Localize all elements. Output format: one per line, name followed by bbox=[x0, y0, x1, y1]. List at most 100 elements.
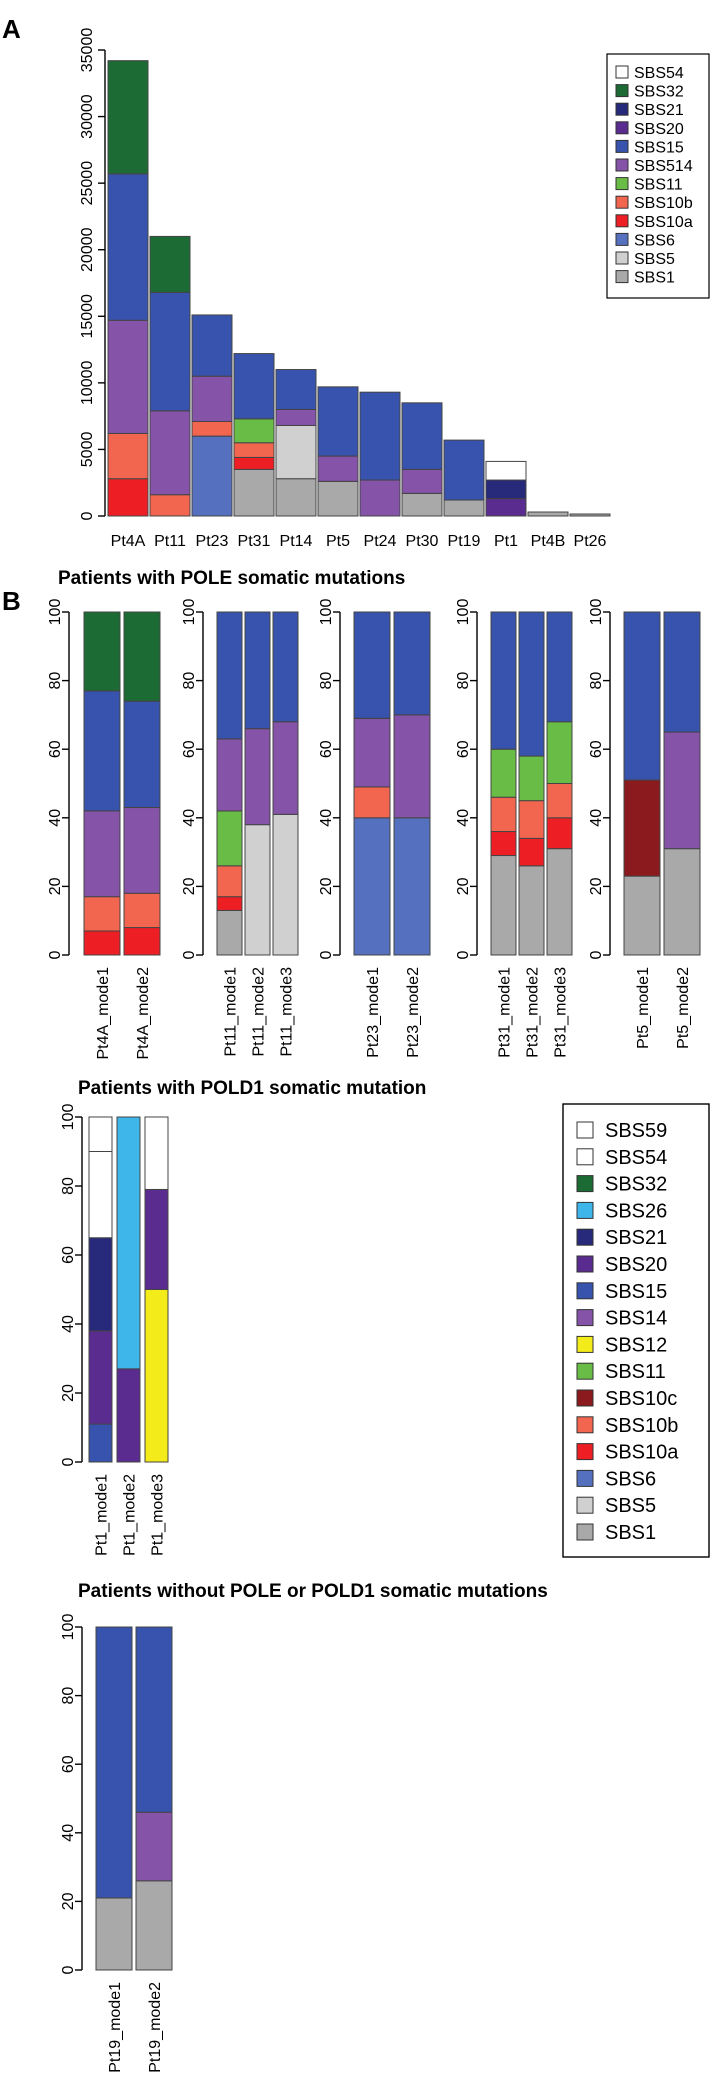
y-tick-label: 15000 bbox=[79, 294, 96, 339]
legend-swatch-sbs5 bbox=[615, 251, 629, 265]
category-label: Pt31_mode2 bbox=[525, 967, 542, 1058]
y-tick-label: 0 bbox=[181, 950, 198, 959]
legend-swatch-sbs21 bbox=[576, 1228, 594, 1246]
legend-swatch-sbs11 bbox=[615, 177, 629, 191]
category-label: Pt31_mode1 bbox=[497, 967, 514, 1058]
y-tick-label: 40 bbox=[60, 1824, 77, 1842]
legend-label: SBS10b bbox=[634, 195, 693, 212]
legend-label: SBS5 bbox=[634, 251, 675, 268]
bar-segment-pt23-mode1-sbs6 bbox=[353, 817, 391, 956]
legend-label: SBS15 bbox=[634, 139, 684, 156]
category-label: Pt11_mode1 bbox=[223, 967, 240, 1057]
bar-segment-pt23-mode2-sbs6 bbox=[393, 817, 431, 956]
bar-segment-pt31-mode2-sbs15 bbox=[518, 611, 545, 757]
bar-segment-pt31-mode2-sbs10a bbox=[518, 837, 545, 867]
y-tick-label: 35000 bbox=[79, 28, 96, 73]
legend-label: SBS10c bbox=[605, 1388, 677, 1410]
bar-segment-pt11-sbs15 bbox=[149, 291, 191, 412]
bar-segment-pt19-mode2-sbs15 bbox=[135, 1626, 173, 1813]
bar-segment-pt4a-mode2-sbs10b bbox=[123, 892, 161, 929]
bar-segment-pt1-mode1-sbs54 bbox=[88, 1151, 113, 1239]
legend-label: SBS10a bbox=[634, 214, 693, 231]
bar-segment-pt1-sbs20 bbox=[485, 498, 527, 517]
y-tick-label: 100 bbox=[318, 599, 335, 626]
legend-swatch-sbs6 bbox=[615, 232, 629, 246]
y-tick-label: 0 bbox=[47, 950, 64, 959]
bar-segment-pt31-sbs15 bbox=[233, 353, 275, 420]
category-label: Pt1_mode3 bbox=[150, 1474, 167, 1556]
y-tick-label: 100 bbox=[60, 1104, 77, 1131]
bar-segment-pt23-mode2-sbs15 bbox=[393, 611, 431, 716]
legend-swatch-sbs14 bbox=[576, 1309, 594, 1327]
bar-segment-pt5-mode2-sbs514 bbox=[663, 731, 701, 850]
category-label: Pt1_mode1 bbox=[94, 1474, 111, 1556]
y-tick-label: 60 bbox=[455, 740, 472, 758]
legend-swatch-sbs59 bbox=[576, 1121, 594, 1139]
legend-swatch-sbs10a bbox=[576, 1443, 594, 1461]
bar-segment-pt24-sbs15 bbox=[359, 391, 401, 481]
legend-label: SBS1 bbox=[605, 1522, 656, 1544]
y-tick-label: 100 bbox=[455, 599, 472, 626]
legend-swatch-sbs10b bbox=[576, 1416, 594, 1434]
legend-label: SBS21 bbox=[605, 1227, 667, 1249]
bar-segment-pt5-mode1-sbs1 bbox=[623, 875, 661, 956]
category-label: Pt19_mode1 bbox=[107, 1982, 124, 2073]
legend-swatch-sbs10c bbox=[576, 1389, 594, 1407]
bar-segment-pt19-sbs15 bbox=[443, 439, 485, 501]
chart-b-pt1: 0 20 40 60 80 100 Pt1_mode1 Pt1_mode2 Pt1_mode3 bbox=[60, 1104, 169, 1556]
y-tick-label: 40 bbox=[588, 809, 605, 827]
bar-segment-pt31-mode2-sbs1 bbox=[518, 865, 545, 956]
bar-segment-pt1-sbs54 bbox=[485, 460, 527, 481]
category-label: Pt5 bbox=[326, 533, 350, 550]
bar-segment-pt23-mode2-sbs514 bbox=[393, 714, 431, 819]
panel-a-letter: A bbox=[2, 14, 21, 44]
legend-label: SBS32 bbox=[605, 1174, 667, 1196]
legend-swatch-sbs12 bbox=[576, 1335, 594, 1353]
category-label: Pt5_mode1 bbox=[635, 967, 652, 1049]
legend-swatch-sbs5 bbox=[576, 1496, 594, 1514]
y-tick-label: 25000 bbox=[79, 161, 96, 206]
bar-segment-pt31-mode1-sbs11 bbox=[490, 748, 517, 798]
bar-segment-pt31-mode1-sbs15 bbox=[490, 611, 517, 750]
bar-segment-pt4a-mode1-sbs32 bbox=[83, 611, 121, 692]
bar-segment-pt19-sbs1 bbox=[443, 499, 485, 517]
bar-segment-pt24-sbs514 bbox=[359, 479, 401, 517]
legend-label: SBS6 bbox=[605, 1468, 656, 1490]
bar-segment-pt4a-mode1-sbs10a bbox=[83, 930, 121, 956]
bar-segment-pt30-sbs1 bbox=[401, 492, 443, 517]
bar-segment-pt31-mode2-sbs11 bbox=[518, 755, 545, 802]
legend-swatch-sbs26 bbox=[576, 1201, 594, 1219]
bar-segment-pt5-mode1-sbs10c bbox=[623, 779, 661, 877]
bar-segment-pt14-sbs5 bbox=[275, 424, 317, 480]
y-tick-label: 80 bbox=[47, 672, 64, 690]
bar-segment-pt11-sbs32 bbox=[149, 235, 191, 293]
bar-segment-pt23-mode1-sbs10b bbox=[353, 786, 391, 819]
category-label: Pt4B bbox=[531, 533, 566, 550]
y-tick-label: 20 bbox=[181, 877, 198, 895]
bar-segment-pt1-mode2-sbs20 bbox=[116, 1368, 141, 1463]
y-tick-label: 60 bbox=[318, 740, 335, 758]
bar-segment-pt31-sbs10a bbox=[233, 456, 275, 470]
y-tick-label: 80 bbox=[318, 672, 335, 690]
y-tick-label: 20 bbox=[47, 877, 64, 895]
category-label: Pt11 bbox=[154, 533, 186, 550]
legend-label: SBS1 bbox=[634, 270, 675, 287]
y-tick-label: 40 bbox=[455, 809, 472, 827]
chart-b-pt4a: 0 20 40 60 80 100 Pt4A_mode1 Pt4A_mode2 bbox=[47, 599, 161, 1060]
legend-swatch-sbs6 bbox=[576, 1469, 594, 1487]
bar-segment-pt11-mode3-sbs15 bbox=[272, 611, 299, 723]
bar-segment-pt4a-mode1-sbs15 bbox=[83, 690, 121, 812]
category-label: Pt31_mode3 bbox=[553, 967, 570, 1058]
category-label: Pt19 bbox=[448, 533, 481, 550]
bar-segment-pt31-sbs1 bbox=[233, 468, 275, 517]
y-tick-label: 0 bbox=[318, 950, 335, 959]
bar-segment-pt1-mode3-sbs54 bbox=[144, 1116, 169, 1190]
y-tick-label: 40 bbox=[47, 809, 64, 827]
legend-label: SBS6 bbox=[634, 232, 675, 249]
y-tick-label: 100 bbox=[47, 599, 64, 626]
legend-swatch-sbs54 bbox=[576, 1148, 594, 1166]
chart-a: 0 5000 10000 15000 20000 25000 30000 35000 Pt4A P… bbox=[79, 28, 611, 550]
y-tick-label: 0 bbox=[60, 1457, 77, 1466]
